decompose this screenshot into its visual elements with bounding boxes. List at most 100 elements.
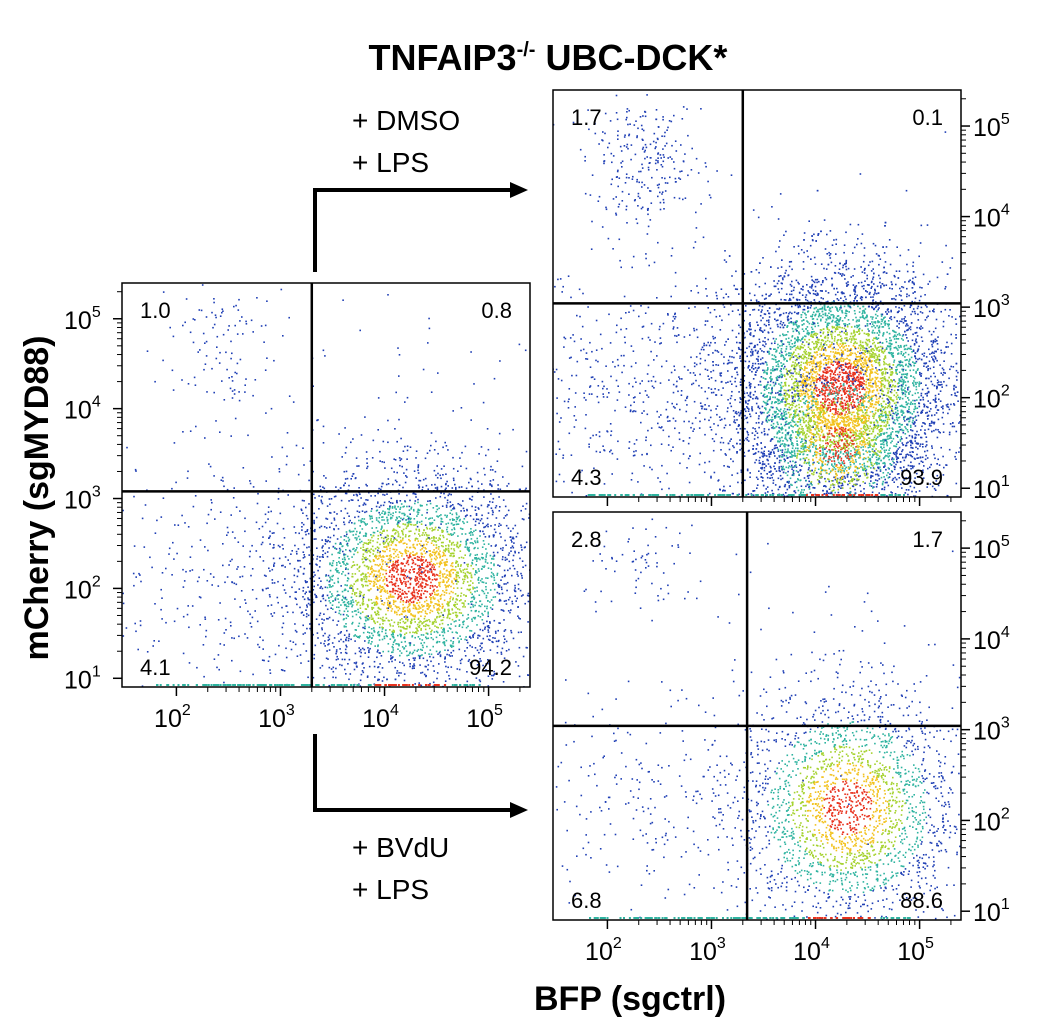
event-dot (453, 604, 455, 606)
event-dot (395, 606, 398, 608)
event-dot (269, 543, 271, 545)
event-dot (424, 532, 427, 534)
event-dot (332, 545, 335, 548)
event-dot (313, 571, 315, 574)
event-dot (455, 575, 458, 577)
event-dot (487, 523, 489, 526)
event-dot (204, 616, 206, 619)
event-dot (312, 554, 315, 556)
event-dot (320, 499, 322, 502)
event-dot (443, 641, 446, 644)
event-dot (294, 629, 297, 632)
event-dot (330, 607, 332, 609)
event-dot (409, 604, 411, 606)
event-dot (402, 608, 405, 611)
event-dot (359, 541, 361, 544)
event-dot (424, 524, 427, 526)
event-dot (328, 634, 331, 637)
event-dot (482, 622, 485, 625)
event-dot (472, 568, 475, 570)
event-dot (449, 552, 452, 555)
event-dot (405, 585, 407, 587)
event-dot (787, 505, 789, 507)
event-dot (331, 593, 333, 595)
event-dot (378, 521, 381, 524)
event-dot (539, 564, 541, 566)
event-dot (415, 731, 417, 733)
event-dot (456, 668, 459, 670)
event-dot (430, 631, 432, 633)
event-dot (447, 580, 449, 582)
event-dot (350, 600, 352, 602)
event-dot (330, 522, 333, 524)
event-dot (441, 607, 444, 609)
event-dot (416, 632, 418, 635)
event-dot (408, 642, 411, 644)
event-dot (366, 523, 368, 525)
event-dot (387, 535, 389, 537)
event-dot (384, 632, 387, 635)
event-dot (328, 666, 331, 669)
event-dot (463, 522, 465, 525)
event-dot (414, 636, 416, 639)
event-dot (348, 500, 350, 502)
event-dot (435, 558, 437, 561)
event-dot (427, 541, 429, 543)
event-dot (417, 636, 420, 638)
event-dot (449, 512, 451, 514)
event-dot (138, 572, 140, 575)
event-dot (428, 606, 430, 609)
event-dot (407, 590, 410, 593)
event-dot (476, 624, 478, 626)
event-dot (397, 533, 400, 535)
baseline-dot (434, 684, 437, 686)
event-dot (466, 509, 468, 512)
event-dot (442, 590, 444, 592)
event-dot (348, 558, 350, 560)
event-dot (448, 570, 450, 573)
event-dot (329, 602, 332, 604)
event-dot (345, 652, 348, 655)
event-dot (464, 568, 466, 571)
event-dot (373, 550, 375, 552)
event-dot (405, 632, 408, 634)
event-dot (393, 601, 395, 603)
event-dot (367, 598, 370, 601)
event-dot (532, 548, 534, 550)
event-dot (363, 564, 366, 567)
event-dot (430, 522, 432, 525)
event-dot (450, 590, 453, 593)
event-dot (413, 667, 415, 669)
event-dot (415, 457, 417, 459)
event-dot (318, 614, 321, 617)
event-dot (378, 506, 381, 508)
event-dot (299, 559, 301, 562)
event-dot (457, 565, 459, 567)
event-dot (308, 503, 310, 505)
event-dot (410, 598, 412, 600)
event-dot (408, 659, 410, 661)
event-dot (438, 663, 440, 665)
event-dot (172, 389, 175, 391)
event-dot (407, 654, 410, 656)
event-dot (492, 535, 495, 538)
event-dot (333, 528, 335, 531)
event-dot (360, 591, 363, 594)
event-dot (506, 589, 508, 592)
event-dot (486, 505, 489, 508)
event-dot (470, 637, 472, 639)
event-dot (455, 576, 458, 579)
event-dot (405, 601, 407, 604)
baseline-dot (239, 684, 242, 686)
event-dot (241, 316, 243, 318)
event-dot (429, 555, 432, 558)
event-dot (400, 573, 402, 576)
event-dot (329, 511, 331, 514)
event-dot (438, 641, 441, 643)
event-dot (444, 562, 446, 565)
event-dot (226, 526, 229, 529)
event-dot (423, 571, 425, 573)
event-dot (534, 578, 536, 580)
event-dot (445, 487, 447, 490)
event-dot (267, 518, 269, 520)
